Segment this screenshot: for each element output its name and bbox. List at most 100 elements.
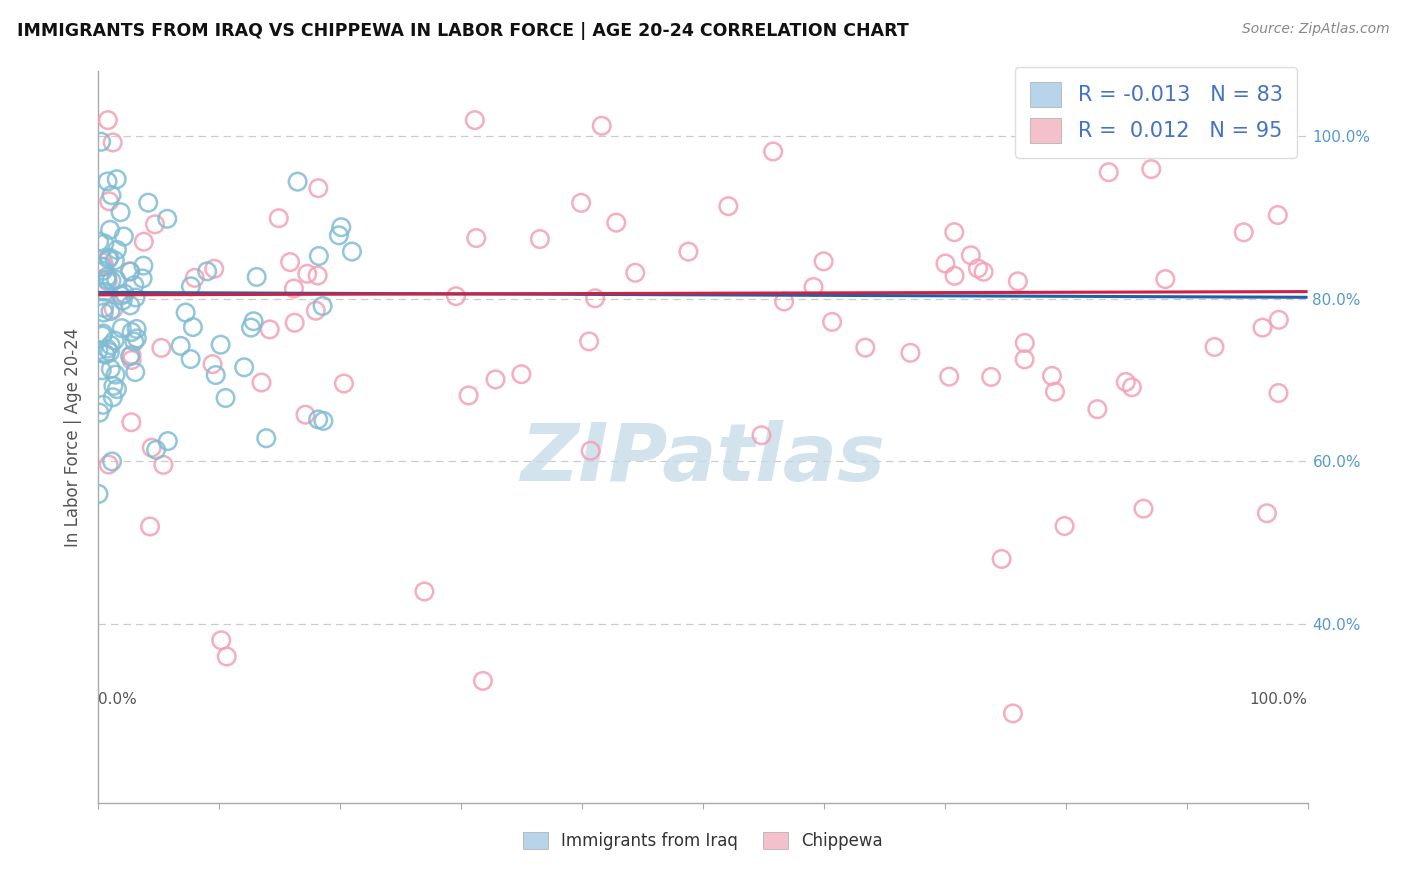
Point: [307, 412, 329, 426]
Point: [413, 584, 436, 599]
Point: [307, 181, 329, 195]
Point: [569, 195, 592, 210]
Point: [132, 235, 155, 249]
Point: [312, 414, 335, 428]
Point: [267, 211, 290, 226]
Point: [100, 362, 122, 376]
Point: [90, 363, 112, 377]
Point: [101, 390, 124, 404]
Text: IMMIGRANTS FROM IRAQ VS CHIPPEWA IN LABOR FORCE | AGE 20-24 CORRELATION CHART: IMMIGRANTS FROM IRAQ VS CHIPPEWA IN LABO…: [17, 22, 908, 40]
Point: [484, 372, 506, 386]
Point: [287, 175, 309, 189]
Point: [97, 113, 120, 128]
Point: [110, 205, 132, 219]
Point: [1154, 272, 1177, 286]
Point: [973, 265, 995, 279]
Point: [124, 334, 146, 349]
Point: [124, 278, 146, 293]
Point: [624, 266, 647, 280]
Point: [311, 299, 333, 313]
Point: [180, 279, 202, 293]
Point: [91, 264, 114, 278]
Point: [1268, 313, 1291, 327]
Point: [101, 136, 124, 150]
Point: [97, 252, 120, 267]
Point: [125, 331, 148, 345]
Point: [100, 188, 122, 202]
Point: [111, 321, 134, 335]
Point: [91, 255, 114, 269]
Point: [308, 249, 330, 263]
Point: [131, 271, 153, 285]
Point: [180, 352, 202, 367]
Point: [202, 261, 225, 276]
Point: [464, 113, 486, 128]
Point: [214, 391, 236, 405]
Point: [259, 322, 281, 336]
Point: [96, 342, 118, 356]
Point: [97, 458, 120, 472]
Point: [139, 519, 162, 533]
Point: [1040, 368, 1063, 383]
Point: [93, 236, 115, 251]
Point: [297, 267, 319, 281]
Point: [943, 268, 966, 283]
Point: [678, 244, 700, 259]
Point: [120, 264, 142, 278]
Point: [100, 274, 122, 288]
Point: [89, 235, 111, 249]
Point: [105, 172, 128, 186]
Point: [104, 368, 127, 382]
Point: [98, 194, 121, 209]
Point: [294, 408, 316, 422]
Point: [605, 216, 627, 230]
Point: [246, 269, 269, 284]
Point: [1001, 706, 1024, 721]
Point: [1007, 274, 1029, 288]
Point: [583, 291, 606, 305]
Point: [143, 217, 166, 231]
Point: [900, 346, 922, 360]
Point: [233, 360, 256, 375]
Point: [174, 305, 197, 319]
Point: [1142, 125, 1164, 139]
Point: [960, 248, 983, 262]
Point: [103, 334, 125, 348]
Point: [87, 343, 110, 358]
Text: 100.0%: 100.0%: [1250, 691, 1308, 706]
Point: [1014, 352, 1036, 367]
Point: [87, 487, 110, 501]
Point: [103, 379, 125, 393]
Point: [1267, 208, 1289, 222]
Point: [94, 285, 117, 299]
Point: [125, 322, 148, 336]
Point: [124, 291, 146, 305]
Point: [195, 264, 218, 278]
Point: [242, 314, 264, 328]
Point: [330, 220, 353, 235]
Point: [1251, 320, 1274, 334]
Point: [1267, 386, 1289, 401]
Point: [209, 337, 232, 351]
Point: [305, 303, 328, 318]
Point: [121, 325, 143, 339]
Point: [1098, 165, 1121, 179]
Point: [120, 415, 142, 429]
Point: [333, 376, 356, 391]
Point: [97, 274, 120, 288]
Point: [105, 273, 128, 287]
Point: [1014, 335, 1036, 350]
Point: [89, 406, 111, 420]
Legend: Immigrants from Iraq, Chippewa: Immigrants from Iraq, Chippewa: [516, 825, 890, 856]
Point: [578, 334, 600, 349]
Point: [136, 195, 159, 210]
Point: [1043, 384, 1066, 399]
Point: [328, 228, 350, 243]
Point: [152, 458, 174, 472]
Point: [91, 260, 114, 274]
Point: [96, 273, 118, 287]
Point: [169, 339, 191, 353]
Point: [1256, 506, 1278, 520]
Point: [990, 552, 1012, 566]
Point: [156, 211, 179, 226]
